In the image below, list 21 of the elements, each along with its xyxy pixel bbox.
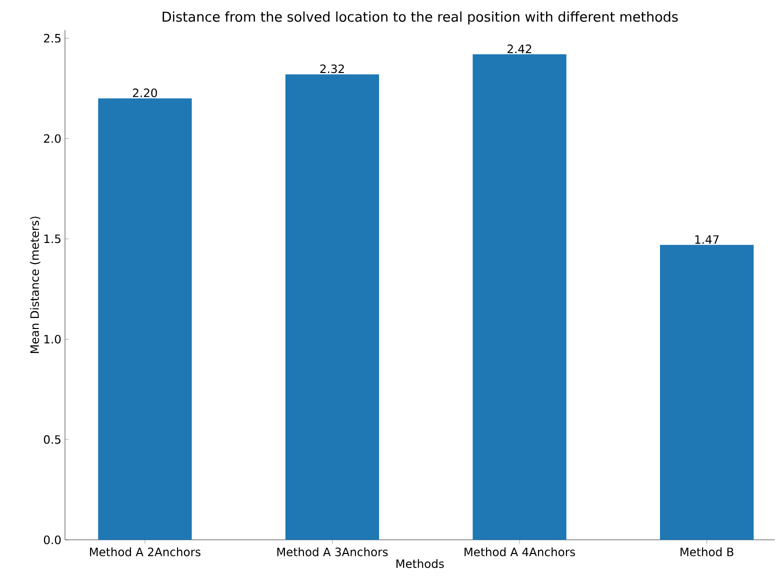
y-tick-label: 0.5: [44, 435, 60, 444]
y-tick-label: 2.5: [44, 34, 60, 43]
y-tick-label: 2.0: [44, 134, 61, 143]
bar: [660, 244, 754, 540]
data-label: 2.42: [508, 44, 532, 54]
y-tick-label: 0.0: [44, 536, 61, 544]
x-tick-label: Method A 2Anchors: [90, 547, 200, 556]
y-tick-label: 1.0: [44, 334, 61, 344]
x-tick-label: Method A 3Anchors: [277, 547, 388, 556]
x-tick-label: Method A 4Anchors: [464, 547, 576, 556]
chart-title: Distance from the solved location to the real position with different methods: [162, 11, 678, 25]
bar: [98, 98, 192, 540]
x-tick-label: Method B: [680, 547, 734, 556]
y-tick-label: 1.5: [44, 234, 60, 244]
data-label: 2.32: [320, 64, 344, 74]
data-label: 2.20: [133, 88, 157, 98]
x-axis-title: Methods: [396, 559, 444, 568]
bar: [285, 74, 380, 540]
y-axis-title: Mean Distance (meters): [30, 216, 40, 354]
bar: [472, 54, 566, 540]
data-label: 1.47: [695, 235, 719, 244]
